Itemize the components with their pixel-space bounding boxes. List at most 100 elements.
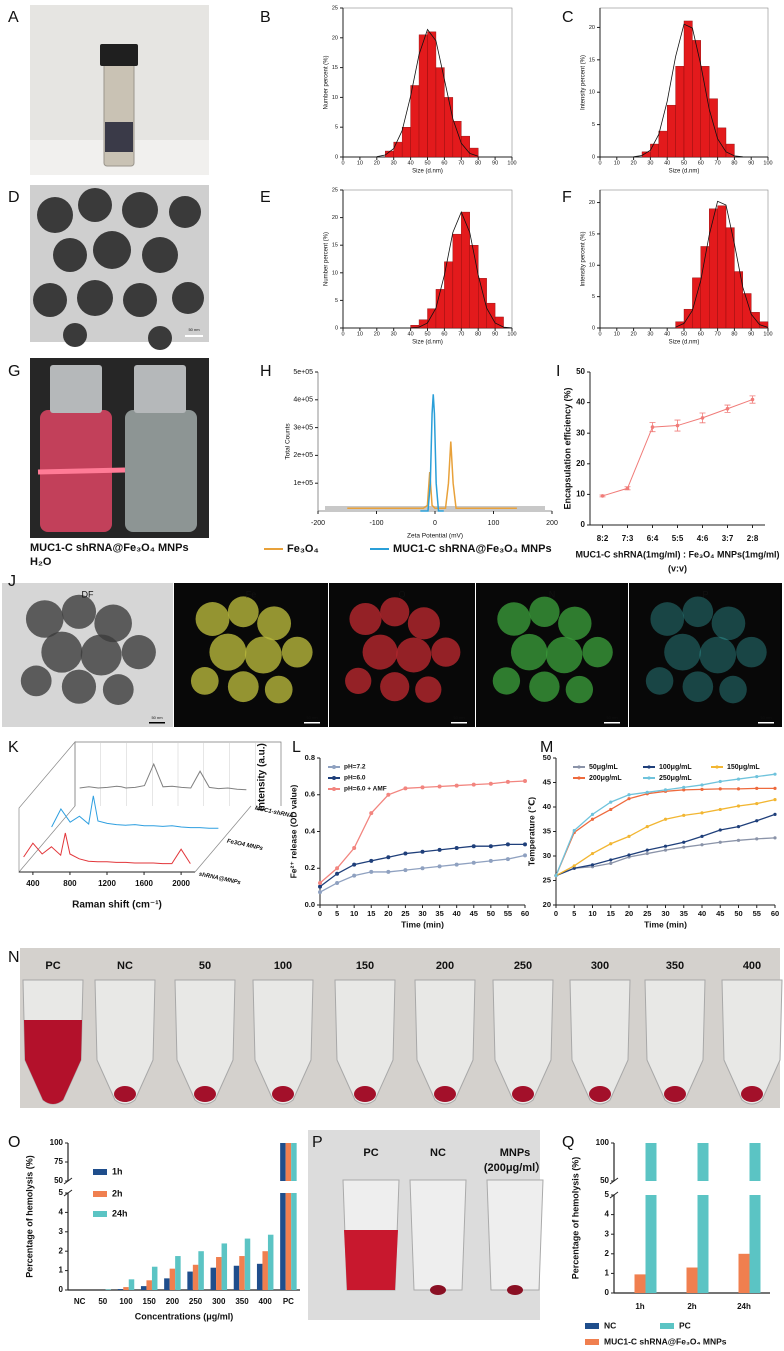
data-point [600, 494, 605, 498]
x-tick-label: 20 [374, 331, 380, 337]
axis-break-gap [749, 1181, 761, 1195]
data-point [650, 425, 655, 429]
vial-cap [134, 365, 186, 413]
x-tick-label: 70 [715, 160, 721, 166]
data-point [645, 825, 649, 829]
bar [749, 1143, 761, 1293]
tube [569, 979, 631, 1105]
y-tick-label: 2e+05 [293, 452, 313, 459]
x-tick-label: 400 [26, 879, 40, 888]
data-point [755, 775, 759, 779]
x-axis-title: Zeta Potential (mV) [407, 533, 463, 540]
legend-swatch [93, 1211, 107, 1217]
x-tick-label: 50 [487, 909, 495, 918]
data-point [318, 890, 322, 895]
y-tick-label: 3 [605, 1229, 610, 1238]
x-tick-label: 90 [748, 160, 754, 166]
data-point [718, 787, 722, 791]
fit-curve [675, 200, 769, 328]
bar [169, 1268, 176, 1290]
particle [25, 600, 64, 638]
data-point [488, 858, 493, 863]
x-tick-label: 2:8 [747, 534, 759, 543]
x-tick-label: 20 [374, 160, 380, 166]
data-point [335, 866, 340, 871]
y-tick-label: 20 [576, 459, 585, 468]
data-point [718, 807, 722, 812]
data-point [682, 788, 686, 792]
particle [169, 196, 201, 228]
axis-break-gap [290, 1181, 298, 1193]
particle [195, 602, 230, 636]
y-tick-label: 0 [605, 1288, 610, 1297]
x-tick-label: 0 [598, 160, 601, 166]
x-tick-label: 60 [698, 331, 704, 337]
x-tick-label: 100 [507, 160, 516, 166]
y-tick-label: 20 [332, 215, 338, 221]
scale-bar [185, 335, 203, 337]
x-tick-label: 50 [681, 160, 687, 166]
photo-label: Fe [246, 589, 257, 599]
photo-label: PC [363, 1147, 378, 1159]
data-point [609, 800, 613, 804]
photo-label: NC [117, 960, 133, 972]
x-tick-label: 45 [716, 909, 724, 918]
data-point [773, 836, 777, 840]
x-tick-label: 2000 [172, 879, 190, 888]
x-tick-label: 70 [458, 331, 464, 337]
y-tick-label: 50 [543, 753, 551, 762]
vial-cap [50, 365, 102, 413]
legend-marker [715, 765, 719, 769]
y-tick-label: 40 [576, 398, 585, 407]
axis-break-mark [63, 1189, 73, 1197]
y-axis-title: Intensity percent (%) [581, 231, 587, 286]
x-tick-label: 50 [98, 1297, 107, 1306]
bar [164, 1278, 170, 1290]
data-point [700, 811, 704, 815]
legend-label: Fe₃O₄ [287, 543, 319, 555]
particle [380, 672, 410, 702]
spectrum [79, 762, 247, 791]
x-tick-label: 1h [635, 1302, 644, 1311]
data-point [627, 797, 631, 801]
data-point [627, 834, 631, 839]
y-tick-label: 5 [335, 125, 338, 131]
x-tick-label: NC [74, 1297, 86, 1306]
y-tick-label: 0 [581, 520, 586, 529]
y-tick-label: 50 [54, 1176, 63, 1185]
x-tick-label: 40 [408, 331, 414, 337]
x-tick-label: 350 [235, 1297, 249, 1306]
y-axis-title: Encapsulation efficiency (%) [562, 387, 572, 509]
particle [257, 606, 292, 641]
bar [146, 1280, 152, 1290]
blood [24, 1020, 82, 1104]
y-tick-label: 50 [600, 1176, 609, 1185]
panel-label: I [556, 363, 560, 380]
y-tick-label: 50 [576, 367, 585, 376]
histogram-bar [725, 227, 735, 329]
spectrum [23, 832, 191, 865]
bar [262, 1251, 268, 1290]
legend-label: NC [604, 1320, 616, 1330]
panel-label: F [562, 189, 572, 206]
data-point [645, 848, 649, 852]
y-tick-label: 30 [543, 851, 551, 860]
blood-pellet [354, 1086, 376, 1102]
data-point [454, 846, 459, 851]
tube [492, 979, 554, 1105]
y-tick-label: 30 [576, 428, 585, 437]
legend-marker [647, 765, 651, 769]
data-point [609, 842, 613, 846]
x-tick-label: 10 [614, 331, 620, 337]
data-point [420, 785, 425, 790]
legend-swatch [585, 1323, 599, 1329]
x-tick-label: 25 [643, 909, 651, 918]
histogram-bar [717, 205, 727, 329]
x-tick-label: 55 [504, 909, 512, 918]
particle [650, 602, 685, 636]
particle [345, 667, 372, 695]
particle [565, 675, 594, 704]
y-tick-label: 20 [332, 35, 338, 41]
panel-label: P [312, 1134, 323, 1151]
x-axis-title: Size (d.nm) [669, 169, 700, 175]
